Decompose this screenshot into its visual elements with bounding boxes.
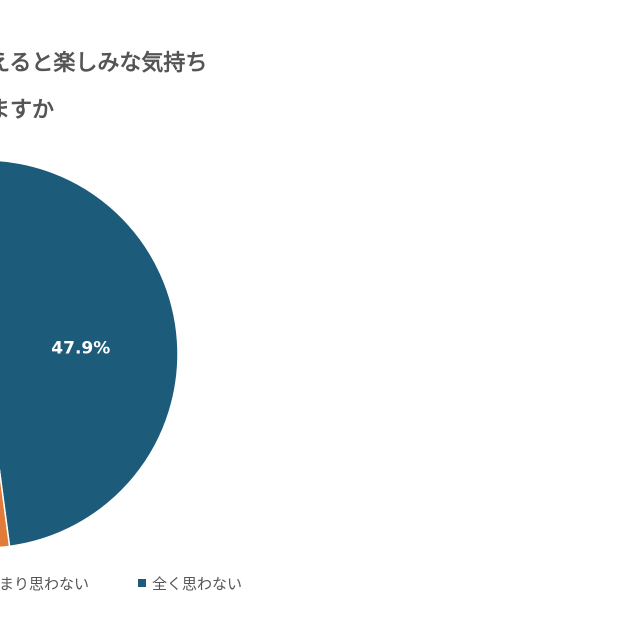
- pie-slice: [0, 468, 11, 549]
- legend-marker: [138, 579, 146, 587]
- pie-slice: [0, 159, 179, 548]
- chart-title: えると楽しみな気持ち: [0, 50, 207, 76]
- legend-label: あまり思わない: [0, 575, 89, 593]
- value-label: 47.9%: [51, 339, 110, 359]
- chart-title: ますか: [0, 98, 54, 123]
- legend-label: 全く思わない: [152, 575, 242, 593]
